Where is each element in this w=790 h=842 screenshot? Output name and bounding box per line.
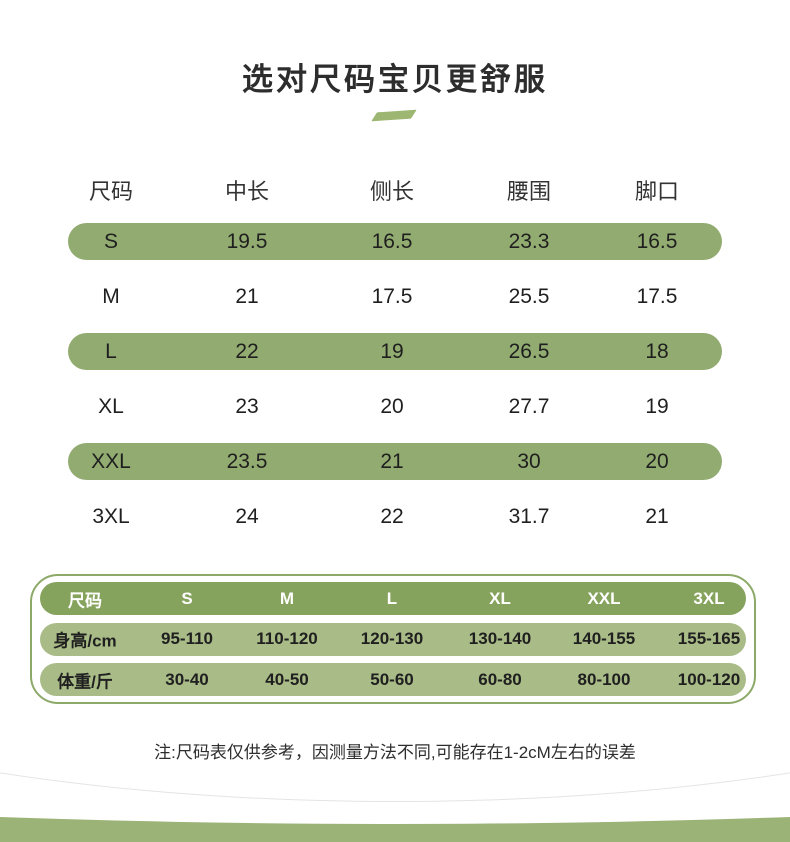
value-cell: 21 bbox=[235, 284, 259, 308]
header-cell: 腰围 bbox=[506, 179, 552, 204]
value-cell: 22 bbox=[380, 504, 404, 528]
value-cell: 110-120 bbox=[256, 629, 318, 648]
header-cell: 中长 bbox=[224, 179, 270, 204]
value-cell: 17.5 bbox=[636, 284, 678, 308]
value-cell: 31.7 bbox=[508, 504, 550, 528]
fit-table: 尺码 S M L XL XXL 3XL 身高/cm 95-110 110-120… bbox=[30, 574, 756, 704]
fit-table-header-row: 尺码 S M L XL XXL 3XL bbox=[40, 582, 746, 615]
value-cell: 19 bbox=[380, 339, 404, 363]
title-accent-dash bbox=[371, 109, 417, 122]
value-cell: 22 bbox=[235, 339, 259, 363]
value-cell: 95-110 bbox=[161, 629, 213, 648]
table-row: L 22 19 26.5 18 bbox=[68, 333, 722, 370]
size-cell: S bbox=[103, 229, 119, 253]
header-cell: M bbox=[279, 588, 295, 608]
disclaimer-note: 注:尺码表仅供参考，因测量方法不同,可能存在1-2cM左右的误差 bbox=[154, 743, 636, 762]
value-cell: 120-130 bbox=[360, 629, 424, 648]
fit-table-height-row: 身高/cm 95-110 110-120 120-130 130-140 140… bbox=[40, 622, 746, 656]
value-cell: 26.5 bbox=[508, 339, 550, 363]
table-row: 3XL 24 22 31.7 21 bbox=[68, 498, 722, 535]
value-cell: 80-100 bbox=[577, 669, 631, 689]
value-cell: 30-40 bbox=[165, 669, 209, 689]
value-cell: 24 bbox=[235, 504, 259, 528]
header-cell: 尺码 bbox=[68, 591, 102, 610]
size-table: 尺码 中长 侧长 腰围 脚口 S 19.5 16.5 23.3 16.5 M 2… bbox=[68, 170, 722, 535]
value-cell: 16.5 bbox=[636, 229, 678, 253]
header-cell: L bbox=[386, 588, 398, 608]
size-table-header-row: 尺码 中长 侧长 腰围 脚口 bbox=[68, 170, 722, 210]
value-cell: 60-80 bbox=[478, 669, 522, 689]
value-cell: 40-50 bbox=[265, 669, 309, 689]
header-cell: S bbox=[181, 588, 193, 608]
header-cell: 尺码 bbox=[88, 179, 134, 204]
value-cell: 18 bbox=[645, 339, 669, 363]
value-cell: 21 bbox=[645, 504, 669, 528]
value-cell: 19.5 bbox=[226, 229, 268, 253]
size-cell: 3XL bbox=[92, 504, 130, 528]
value-cell: 130-140 bbox=[468, 629, 532, 648]
fit-table-weight-row: 体重/斤 30-40 40-50 50-60 60-80 80-100 100-… bbox=[40, 663, 746, 696]
header-cell: 3XL bbox=[693, 588, 725, 608]
value-cell: 20 bbox=[380, 394, 404, 418]
value-cell: 140-155 bbox=[572, 629, 636, 648]
row-label: 身高/cm bbox=[53, 631, 117, 651]
value-cell: 21 bbox=[380, 449, 404, 473]
header-cell: 侧长 bbox=[369, 179, 415, 204]
header-cell: XXL bbox=[587, 588, 621, 608]
value-cell: 23 bbox=[235, 394, 259, 418]
value-cell: 16.5 bbox=[371, 229, 413, 253]
size-cell: XL bbox=[98, 394, 124, 418]
table-row: S 19.5 16.5 23.3 16.5 bbox=[68, 223, 722, 260]
value-cell: 155-165 bbox=[677, 629, 741, 648]
row-label: 体重/斤 bbox=[57, 672, 113, 691]
value-cell: 20 bbox=[645, 449, 669, 473]
value-cell: 30 bbox=[517, 449, 541, 473]
table-row: M 21 17.5 25.5 17.5 bbox=[68, 278, 722, 315]
value-cell: 27.7 bbox=[508, 394, 550, 418]
table-row: XL 23 20 27.7 19 bbox=[68, 388, 722, 425]
size-cell: M bbox=[102, 284, 120, 308]
value-cell: 25.5 bbox=[508, 284, 550, 308]
header-cell: 脚口 bbox=[634, 179, 680, 204]
size-cell: L bbox=[105, 339, 117, 363]
value-cell: 17.5 bbox=[371, 284, 413, 308]
value-cell: 19 bbox=[645, 394, 669, 418]
size-cell: XXL bbox=[91, 449, 131, 473]
header-cell: XL bbox=[489, 588, 511, 608]
size-table-body: S 19.5 16.5 23.3 16.5 M 21 17.5 25.5 17.… bbox=[68, 223, 722, 535]
value-cell: 23.3 bbox=[508, 229, 550, 253]
value-cell: 100-120 bbox=[677, 669, 741, 689]
value-cell: 50-60 bbox=[370, 669, 414, 689]
page-title: 选对尺码宝贝更舒服 bbox=[242, 62, 548, 97]
value-cell: 23.5 bbox=[226, 449, 268, 473]
table-row: XXL 23.5 21 30 20 bbox=[68, 443, 722, 480]
